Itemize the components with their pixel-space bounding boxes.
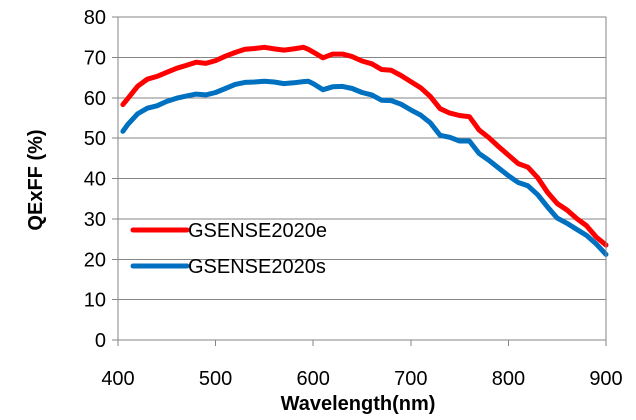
y-tick-label-70: 70 bbox=[84, 47, 106, 69]
y-axis-ticks: 0 10 20 30 40 50 60 70 80 bbox=[84, 7, 118, 352]
x-tick-label-600: 600 bbox=[297, 368, 330, 390]
y-tick-label-40: 40 bbox=[84, 169, 106, 191]
x-tick-label-900: 900 bbox=[589, 368, 622, 390]
x-tick-label-400: 400 bbox=[101, 368, 134, 390]
x-tick-label-700: 700 bbox=[394, 368, 427, 390]
x-axis-ticks: 400 500 600 700 800 900 bbox=[101, 340, 623, 390]
y-tick-label-80: 80 bbox=[84, 7, 106, 29]
x-axis-title: Wavelength(nm) bbox=[281, 393, 436, 415]
legend: GSENSE2020e GSENSE2020s bbox=[130, 220, 327, 278]
y-tick-label-50: 50 bbox=[84, 128, 106, 150]
y-tick-label-60: 60 bbox=[84, 88, 106, 110]
y-axis-title: QExFF (%) bbox=[25, 129, 47, 230]
series-line-gsense2020s bbox=[120, 78, 609, 257]
legend-label-gsense2020s: GSENSE2020s bbox=[188, 256, 326, 278]
x-tick-label-800: 800 bbox=[492, 368, 525, 390]
y-tick-label-0: 0 bbox=[95, 330, 106, 352]
y-tick-label-20: 20 bbox=[84, 249, 106, 271]
x-tick-label-500: 500 bbox=[199, 368, 232, 390]
y-tick-label-10: 10 bbox=[84, 290, 106, 312]
y-tick-label-30: 30 bbox=[84, 209, 106, 231]
legend-label-gsense2020e: GSENSE2020e bbox=[188, 220, 327, 242]
plot-series bbox=[120, 44, 609, 257]
series-line-gsense2020e bbox=[120, 44, 609, 248]
